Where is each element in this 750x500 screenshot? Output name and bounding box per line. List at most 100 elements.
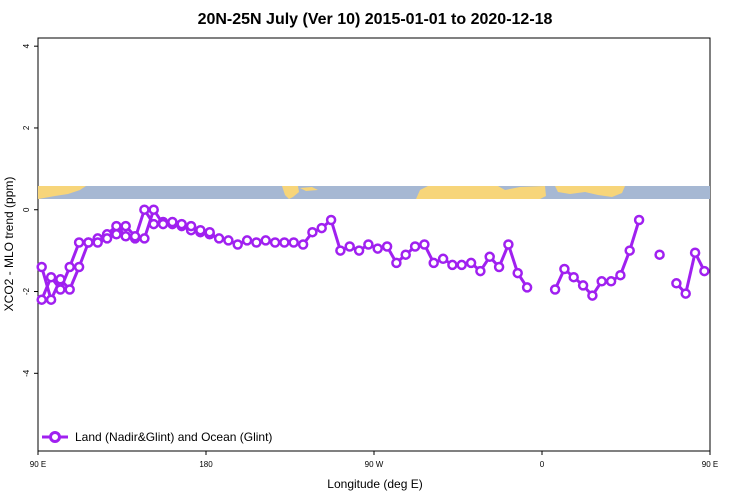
data-point — [559, 263, 570, 275]
data-point — [335, 245, 346, 256]
data-point — [232, 239, 243, 250]
data-point — [260, 235, 271, 246]
data-point — [73, 261, 85, 273]
data-point — [624, 245, 635, 256]
data-point — [307, 226, 318, 238]
data-point — [45, 294, 57, 305]
land-north-america — [282, 186, 299, 199]
data-point — [195, 224, 206, 236]
data-point — [409, 241, 421, 252]
data-point — [577, 280, 589, 291]
data-point — [111, 229, 122, 240]
data-point — [493, 261, 505, 273]
data-point — [344, 241, 355, 252]
data-point — [55, 284, 66, 295]
chart-title: 20N-25N July (Ver 10) 2015-01-01 to 2020… — [198, 11, 553, 28]
x-tick-label: 90 E — [702, 460, 718, 469]
data-point — [167, 216, 178, 228]
data-point — [680, 288, 691, 299]
data-point — [148, 218, 159, 230]
data-point — [381, 241, 393, 252]
legend-label: Land (Nadir&Glint) and Ocean (Glint) — [75, 430, 272, 444]
data-point — [325, 214, 337, 226]
y-tick-label: 4 — [22, 43, 31, 48]
x-tick-label: 90 E — [30, 460, 46, 469]
data-point — [101, 233, 113, 244]
land-africa-arabia — [416, 186, 546, 199]
data-point — [64, 284, 75, 295]
data-point — [372, 243, 383, 254]
data-point — [157, 218, 169, 230]
data-point — [288, 237, 299, 248]
data-point — [129, 231, 141, 242]
data-point — [587, 290, 598, 301]
y-axis: 4 2 0 -2 -4 — [22, 43, 38, 377]
data-point — [45, 271, 57, 283]
data-point — [475, 265, 486, 277]
data-point — [447, 259, 458, 271]
data-point — [241, 235, 253, 246]
y-tick-label: 2 — [22, 125, 31, 130]
data-point — [204, 226, 215, 238]
data-point — [633, 214, 645, 226]
data-point — [671, 278, 682, 289]
legend-marker-swatch — [49, 431, 61, 443]
data-point — [120, 220, 131, 232]
series-line — [553, 219, 641, 298]
data-point — [73, 237, 85, 248]
data-point — [269, 237, 281, 248]
y-tick-label: -2 — [22, 287, 31, 295]
land-west-pacific — [38, 186, 86, 199]
series-layer — [36, 204, 710, 305]
data-point — [615, 269, 626, 281]
data-point — [596, 276, 607, 287]
data-point — [400, 249, 411, 260]
data-point — [297, 239, 309, 250]
data-point — [279, 237, 290, 248]
y-tick-label: 0 — [22, 207, 31, 212]
data-point — [605, 276, 617, 287]
data-point — [503, 239, 514, 250]
data-point — [428, 257, 439, 269]
data-point — [521, 282, 533, 293]
data-point — [111, 220, 122, 232]
data-point — [512, 267, 523, 279]
data-point — [456, 259, 467, 271]
x-tick-label: 0 — [540, 460, 545, 469]
data-point — [120, 231, 131, 242]
y-axis-label: XCO2 - MLO trend (ppm) — [2, 177, 16, 312]
data-point — [251, 237, 262, 248]
data-point — [484, 251, 495, 263]
x-tick-label: 90 W — [365, 460, 384, 469]
data-point — [223, 235, 234, 246]
x-axis: 90 E 180 90 W 0 90 E — [30, 451, 718, 469]
data-point — [363, 239, 374, 250]
data-point — [549, 284, 561, 295]
map-strip — [38, 186, 710, 199]
data-point — [419, 239, 430, 250]
y-tick-label: -4 — [22, 369, 31, 377]
plot-area — [36, 37, 711, 452]
land-asia — [555, 186, 625, 197]
data-point — [316, 222, 327, 234]
data-point — [353, 245, 365, 256]
data-point — [185, 220, 197, 232]
data-point — [64, 261, 75, 273]
data-point — [55, 274, 66, 285]
x-axis-label: Longitude (deg E) — [327, 477, 422, 491]
x-tick-label: 180 — [199, 460, 213, 469]
data-point — [139, 233, 150, 244]
data-point — [437, 253, 449, 265]
data-point — [689, 247, 701, 258]
data-point — [148, 204, 159, 215]
data-point — [139, 204, 150, 215]
plot-frame — [37, 37, 711, 452]
data-point — [465, 257, 477, 269]
data-point — [654, 249, 665, 260]
data-point — [36, 294, 47, 305]
data-point — [83, 237, 94, 248]
data-point — [213, 233, 225, 244]
data-point — [36, 261, 47, 273]
data-point — [568, 271, 579, 283]
